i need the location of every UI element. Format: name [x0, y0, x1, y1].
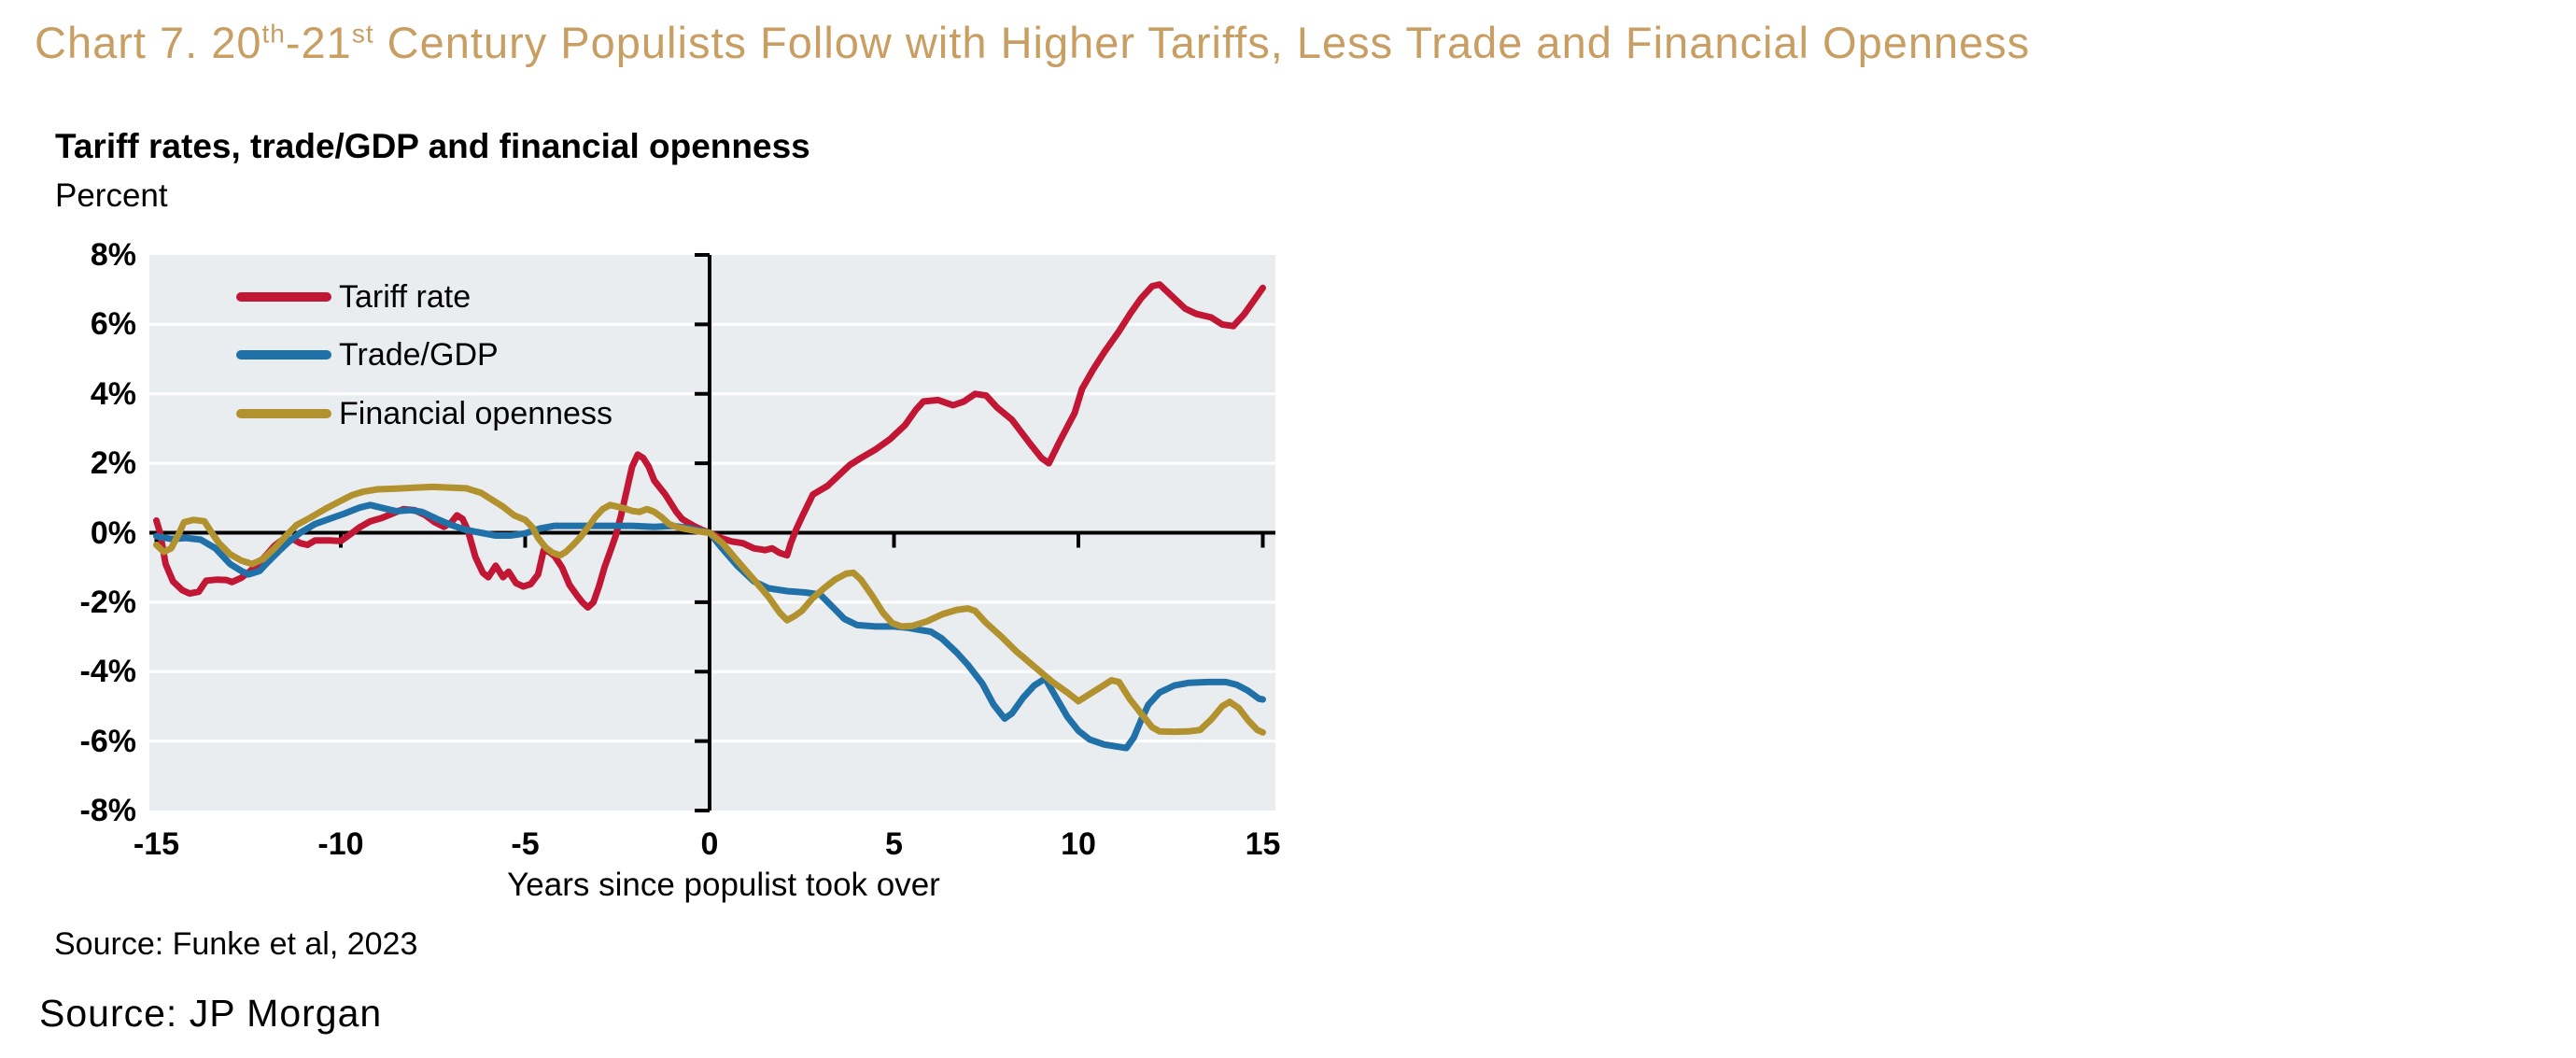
y-tick-label: -4% — [79, 654, 136, 690]
y-axis-unit-label: Percent — [55, 177, 168, 214]
title-text: -21 — [285, 18, 352, 67]
y-tick-label: -8% — [79, 793, 136, 828]
title-superscript-st: st — [351, 19, 374, 49]
tariff-rate-line-swatch — [236, 292, 331, 302]
series-line-0 — [153, 281, 1266, 611]
x-tick-label: 5 — [885, 826, 903, 862]
legend-item-tariff-rate: Tariff rate — [236, 278, 471, 316]
legend-label: Financial openness — [339, 395, 612, 431]
series-line-2 — [153, 483, 1266, 736]
y-tick-label: 6% — [90, 306, 136, 343]
x-tick-label: -10 — [317, 826, 364, 862]
x-tick-label: 0 — [700, 826, 719, 862]
financial-openness-line-swatch — [236, 409, 331, 418]
title-text: Century Populists Follow with Higher Tar… — [373, 18, 2031, 67]
legend-label: Tariff rate — [339, 278, 472, 315]
legend-item-trade-gdp: Trade/GDP — [236, 336, 499, 374]
chart-title: Tariff rates, trade/GDP and financial op… — [55, 127, 810, 165]
x-tick-label: -5 — [511, 826, 540, 862]
page-title: Chart 7. 20th-21st Century Populists Fol… — [35, 19, 2030, 67]
x-tick-label: -15 — [133, 826, 180, 862]
title-superscript-th: th — [261, 19, 286, 49]
x-axis-title: Years since populist took over — [507, 867, 940, 903]
chart-source-note: Source: Funke et al, 2023 — [54, 926, 418, 962]
page-source-note: Source: JP Morgan — [39, 992, 383, 1035]
y-tick-label: 8% — [90, 237, 136, 273]
x-tick-label: 15 — [1245, 826, 1281, 862]
title-text: Chart 7. 20 — [35, 18, 262, 67]
legend-item-financial-openness: Financial openness — [236, 395, 612, 432]
trade-gdp-line-swatch — [236, 350, 331, 360]
y-tick-label: -2% — [79, 584, 136, 620]
y-tick-label: -6% — [79, 723, 136, 759]
y-tick-label: 2% — [90, 445, 136, 482]
y-tick-label: 4% — [90, 375, 136, 412]
legend-label: Trade/GDP — [339, 336, 499, 373]
x-tick-label: 10 — [1061, 826, 1096, 862]
y-tick-label: 0% — [90, 515, 136, 551]
